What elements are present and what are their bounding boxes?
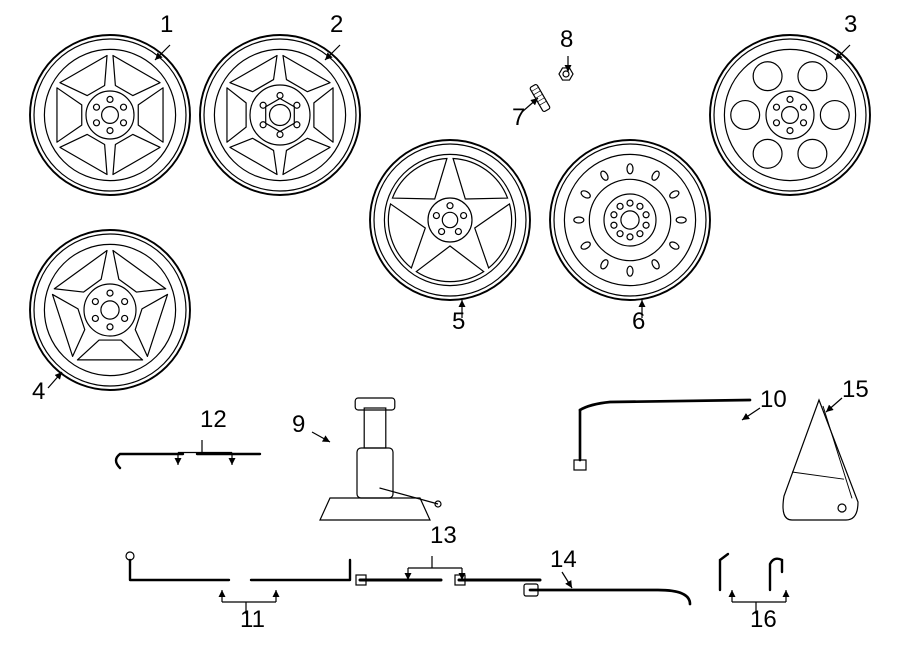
lug-nut: [559, 68, 573, 80]
parts-diagram: [0, 0, 900, 661]
callout-arrow-1: [155, 45, 170, 60]
jack-crank: [126, 552, 350, 580]
callout-label-12: 12: [200, 408, 227, 432]
tool-pouch: [783, 400, 858, 520]
hook-tools: [116, 454, 260, 468]
ratchet-handle: [524, 584, 690, 604]
callout-label-3: 3: [844, 13, 857, 37]
callout-label-16: 16: [750, 608, 777, 632]
callout-label-4: 4: [32, 380, 45, 404]
callout-arrow-10: [742, 408, 760, 420]
bottle-jack: [320, 398, 441, 520]
wheel-2: [200, 35, 360, 195]
wheel-4: [30, 230, 190, 390]
callout-label-13: 13: [430, 524, 457, 548]
callout-label-2: 2: [330, 13, 343, 37]
callout-arrow-14: [562, 572, 572, 588]
callout-label-14: 14: [550, 548, 577, 572]
callout-arrow-3: [835, 45, 850, 60]
callout-label-15: 15: [842, 378, 869, 402]
callout-label-10: 10: [760, 388, 787, 412]
wheel-6: [550, 140, 710, 300]
callout-label-11: 11: [240, 608, 265, 632]
wheel-stud: [530, 84, 551, 112]
wheels-layer: [30, 35, 870, 390]
callout-label-7: 7: [512, 106, 525, 130]
callout-arrow-4: [48, 372, 62, 388]
callout-label-1: 1: [160, 13, 173, 37]
callout-arrow-9: [312, 432, 330, 442]
callout-label-6: 6: [632, 310, 645, 334]
wheel-3: [710, 35, 870, 195]
callout-arrow-15: [826, 398, 842, 412]
callout-arrow-2: [325, 45, 340, 60]
callout-label-5: 5: [452, 310, 465, 334]
extension-bars: [356, 575, 540, 585]
callout-label-9: 9: [292, 413, 305, 437]
wheel-1: [30, 35, 190, 195]
callout-label-8: 8: [560, 28, 573, 52]
clamps: [720, 554, 782, 590]
wheel-5: [370, 140, 530, 300]
lug-wrench: [574, 400, 750, 470]
